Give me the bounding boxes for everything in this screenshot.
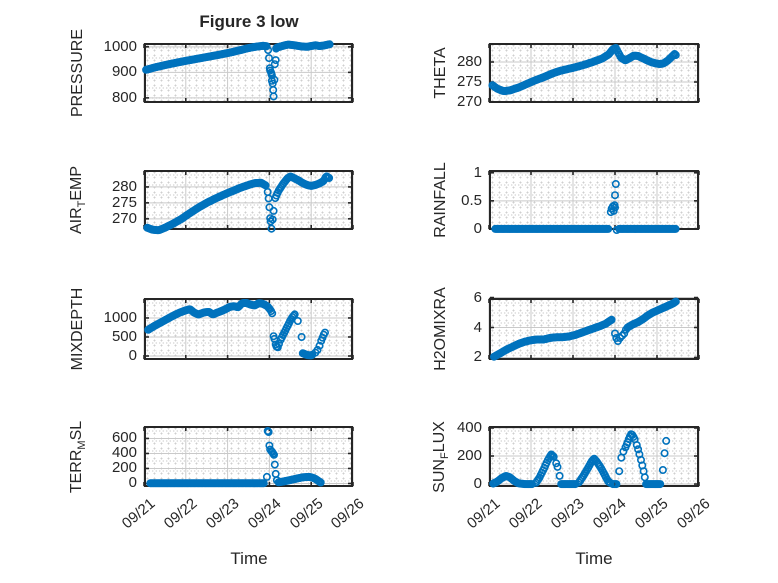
subplot-air-temp — [143, 170, 354, 235]
y-tick-label: 1000 — [103, 308, 137, 326]
pressure-axis-label: PRESSURE — [69, 28, 86, 118]
y-tick-label: 275 — [456, 73, 482, 90]
y-tick-label: 280 — [456, 53, 482, 70]
data-markers — [142, 40, 334, 101]
y-tick-label: 2 — [473, 348, 482, 366]
data-markers — [489, 297, 680, 361]
x-tick-label: 09/21 — [464, 495, 504, 533]
terr-msl-axis-label: TERRMSL — [67, 420, 89, 493]
y-tick-label: 1000 — [103, 37, 137, 55]
y-tick-label: 270 — [111, 209, 137, 227]
y-tick-label: 800 — [111, 88, 137, 106]
y-tick-label: 200 — [456, 447, 482, 464]
y-tick-label: 4 — [473, 318, 482, 336]
subplot-theta — [488, 43, 700, 103]
y-tick-label: 0 — [473, 475, 482, 493]
x-tick-label: 09/25 — [286, 495, 327, 533]
data-markers — [146, 426, 325, 488]
subplot-terr-msl — [143, 426, 354, 488]
h2omixra-axis-label: H2OMIXRA — [432, 287, 449, 371]
data-markers — [144, 298, 330, 360]
data-markers — [143, 172, 334, 235]
y-tick-label: 0 — [128, 347, 137, 364]
x-axis-title-right: Time — [575, 549, 613, 568]
x-tick-label: 09/21 — [119, 495, 159, 533]
figure-title: Figure 3 low — [199, 12, 299, 31]
data-markers — [489, 430, 671, 489]
x-tick-label: 09/24 — [244, 495, 285, 533]
y-tick-label: 0 — [128, 474, 137, 492]
y-tick-label: 900 — [111, 63, 137, 81]
y-tick-label: 400 — [456, 418, 482, 436]
air-temp-axis-label: AIRTEMP — [67, 165, 89, 235]
sun-flux-axis-label: SUNFLUX — [430, 420, 452, 493]
mixdepth-axis-label: MIXDEPTH — [69, 287, 86, 371]
x-tick-label: 09/23 — [202, 495, 243, 533]
data-markers — [491, 180, 680, 234]
y-tick-label: 275 — [111, 193, 137, 211]
y-tick-label: 500 — [111, 327, 137, 345]
y-tick-label: 270 — [456, 93, 482, 110]
x-axis-title-left: Time — [230, 549, 268, 568]
subplot-mixdepth — [143, 298, 354, 360]
y-tick-label: 400 — [111, 444, 137, 462]
y-tick-label: 0 — [473, 219, 482, 237]
rainfall-axis-label: RAINFALL — [432, 162, 449, 238]
y-tick-label: 0.5 — [461, 191, 482, 209]
y-tick-label: 1 — [473, 163, 482, 181]
subplot-rainfall — [488, 170, 700, 234]
x-tick-label: 09/24 — [590, 495, 630, 533]
x-tick-label: 09/22 — [161, 495, 201, 533]
subplot-sun-flux — [488, 426, 700, 489]
subplot-pressure — [142, 40, 354, 103]
x-tick-label: 09/23 — [548, 495, 588, 533]
subplot-h2omixra — [488, 296, 700, 361]
y-tick-label: 600 — [111, 429, 137, 447]
y-tick-label: 6 — [473, 288, 482, 306]
theta-axis-label: THETA — [432, 47, 449, 99]
y-tick-label: 200 — [111, 459, 137, 477]
data-markers — [488, 43, 680, 96]
y-tick-label: 280 — [111, 177, 137, 195]
x-tick-label: 09/26 — [674, 495, 714, 533]
x-tick-label: 09/22 — [506, 495, 546, 533]
x-tick-label: 09/25 — [632, 495, 672, 533]
x-tick-label: 09/26 — [328, 495, 368, 533]
